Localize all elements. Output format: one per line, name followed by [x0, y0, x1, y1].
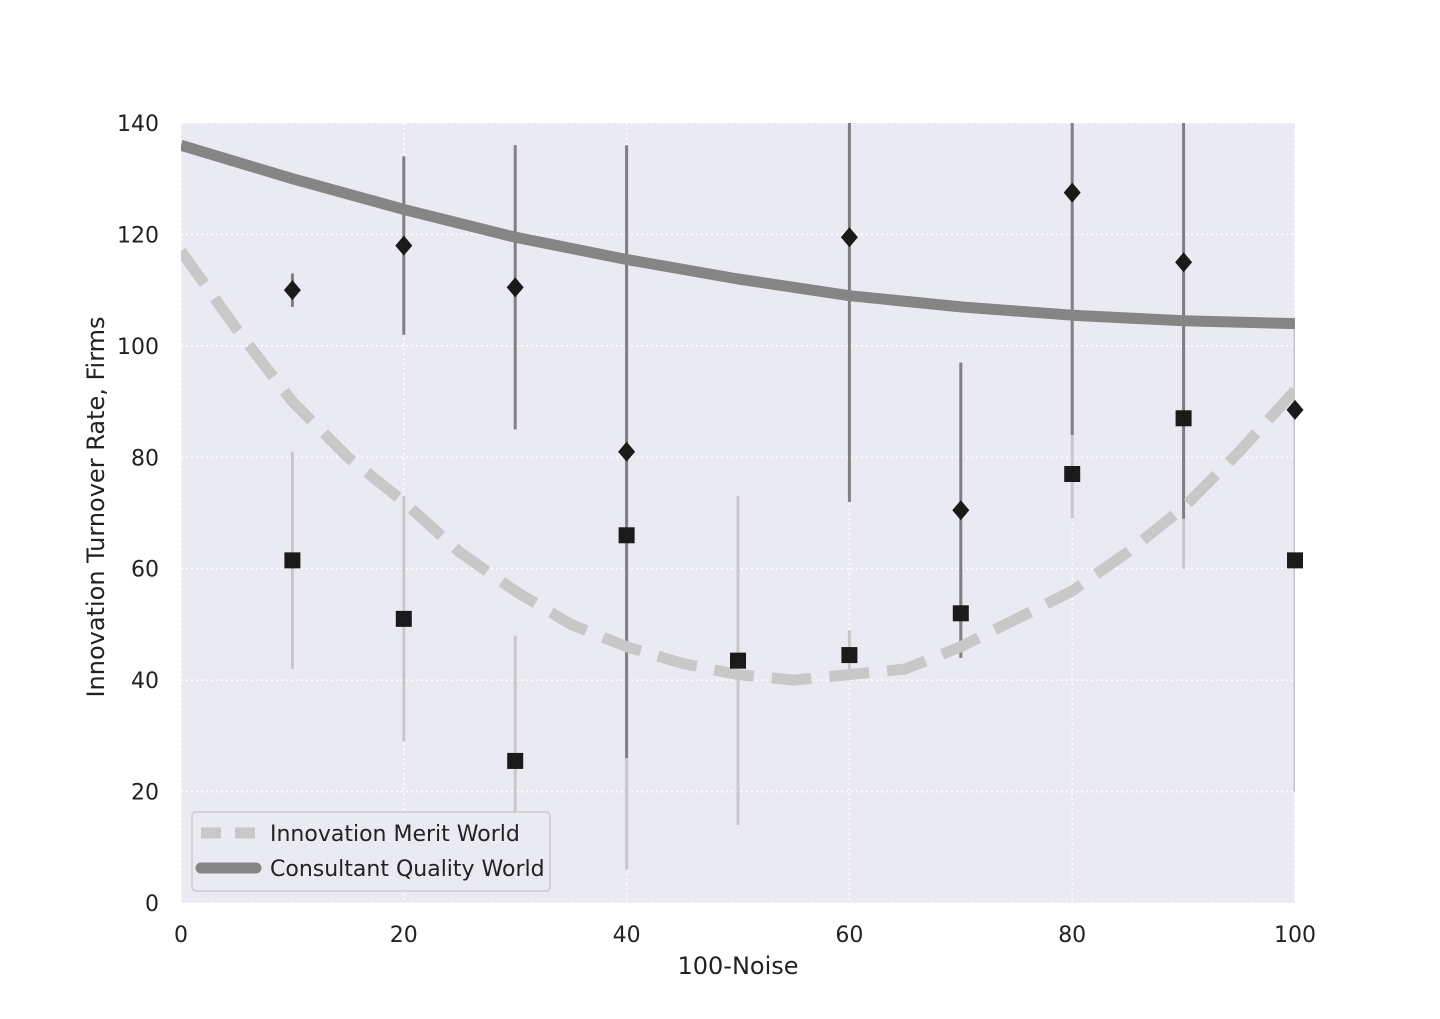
x-axis-label: 100-Noise [677, 952, 798, 980]
legend-label-consultant: Consultant Quality World [270, 857, 545, 882]
square-marker [1064, 466, 1081, 482]
data-markers [283, 182, 1304, 769]
diamond-marker [618, 441, 636, 462]
square-marker [841, 647, 858, 664]
fit-lines [181, 140, 1295, 686]
y-tick-label: 120 [117, 223, 159, 248]
square-marker [507, 752, 524, 769]
legend-box [191, 811, 551, 892]
x-tick-label: 80 [1058, 923, 1086, 948]
y-tick-label: 60 [131, 558, 159, 583]
x-tick-label: 0 [174, 923, 188, 948]
y-tick-label: 20 [131, 781, 159, 806]
y-axis-label: Innovation Turnover Rate, Firms [82, 316, 110, 697]
y-tick-label: 140 [117, 112, 159, 137]
diamond-marker [506, 277, 524, 298]
y-tick-label: 0 [145, 892, 159, 917]
diamond-marker [1063, 182, 1081, 203]
y-tick-label: 40 [131, 669, 159, 694]
line-series-consultant-quality [181, 140, 1295, 330]
square-marker [395, 610, 412, 627]
square-marker [618, 527, 635, 544]
y-tick-label: 100 [117, 335, 159, 360]
square-marker [952, 605, 969, 622]
x-tick-label: 60 [835, 923, 863, 948]
x-tick-label: 100 [1274, 923, 1316, 948]
square-marker [1287, 552, 1303, 569]
diamond-marker [283, 280, 301, 301]
x-tick-label: 40 [613, 923, 641, 948]
diamond-marker [1175, 252, 1193, 273]
diamond-marker [395, 235, 413, 256]
diamond-marker [952, 500, 970, 521]
line-series-innovation-merit [181, 247, 1295, 686]
diamond-marker [840, 227, 858, 248]
diamond-marker [1286, 399, 1304, 420]
square-marker [730, 652, 746, 669]
legend-label-merit: Innovation Merit World [270, 822, 520, 847]
tick-labels: 0 20 40 60 80 100 0 20 40 60 80 100 120 140 [117, 112, 1316, 948]
square-marker [1175, 410, 1192, 427]
x-tick-label: 20 [390, 923, 418, 948]
y-tick-label: 80 [131, 446, 159, 471]
square-marker [284, 552, 301, 569]
legend: Innovation Merit World Consultant Qualit… [191, 811, 551, 892]
